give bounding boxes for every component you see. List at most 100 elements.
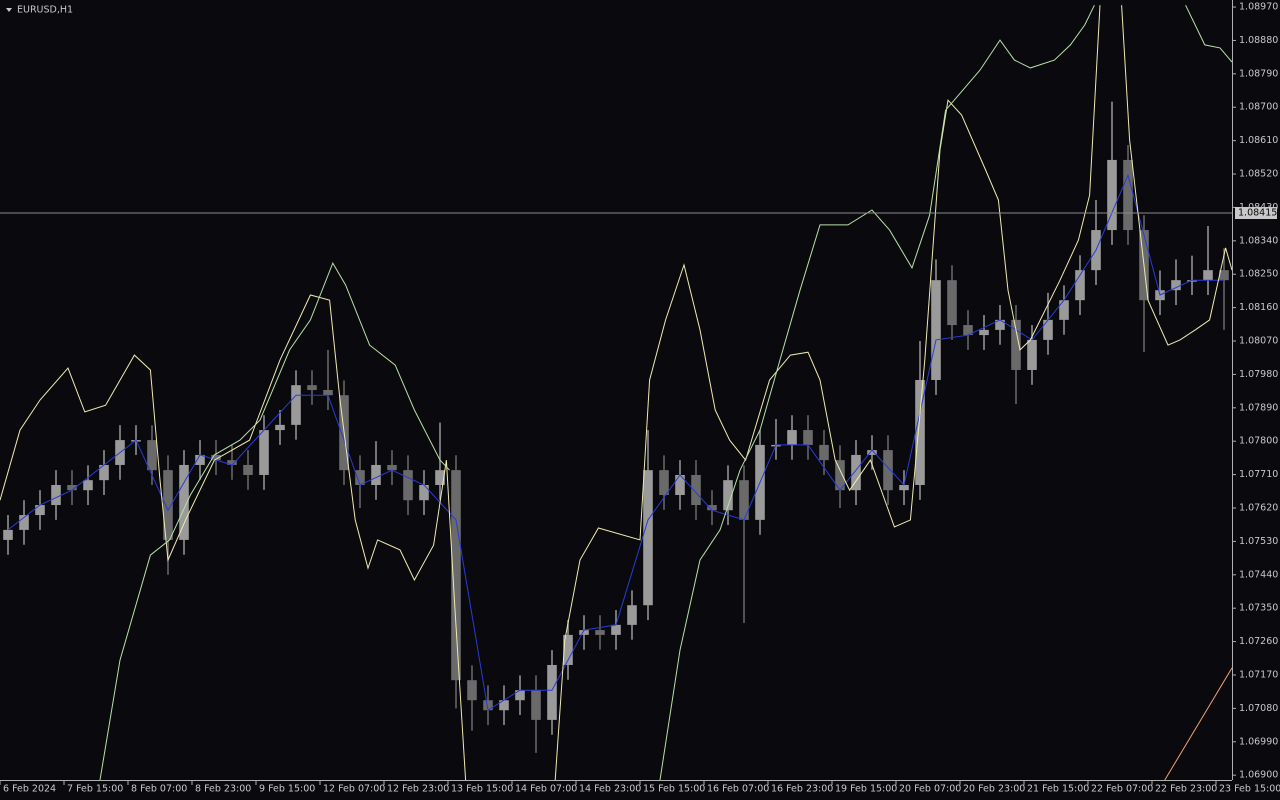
indicator-line (99, 4, 1232, 780)
x-tick-label: 9 Feb 15:00 (259, 784, 315, 795)
indicator-line (7, 173, 1224, 712)
candle-body (531, 690, 541, 720)
candle-body (1059, 300, 1069, 320)
indicator-line (0, 5, 1232, 780)
y-tick-label: 1.07980 (1239, 369, 1278, 380)
candle-body (451, 470, 461, 681)
candle-body (979, 329, 989, 336)
candle-body (963, 325, 973, 336)
symbol-menu-arrow[interactable] (6, 8, 12, 12)
candle-body (355, 470, 365, 485)
x-tick-label: 22 Feb 07:00 (1091, 784, 1153, 795)
candle-body (1203, 270, 1213, 281)
candle-body (259, 430, 269, 475)
candle-body (563, 634, 573, 665)
candle-body (403, 470, 413, 501)
candle-body (147, 440, 157, 471)
y-tick-label: 1.08520 (1239, 169, 1278, 180)
candle-body (627, 605, 637, 625)
candle-body (435, 470, 445, 485)
candle-body (1027, 339, 1037, 370)
y-tick-label: 1.07170 (1239, 669, 1278, 680)
candle-body (675, 474, 685, 496)
x-tick-label: 20 Feb 23:00 (963, 784, 1025, 795)
candle-body (659, 470, 669, 496)
candle-body (803, 430, 813, 445)
y-tick-label: 1.08610 (1239, 135, 1278, 146)
candle-body (739, 480, 749, 520)
candle-body (787, 430, 797, 445)
candle-body (387, 464, 397, 471)
candle-body (547, 664, 557, 720)
candle-body (35, 505, 45, 516)
candle-body (243, 464, 253, 475)
candle-body (419, 484, 429, 501)
candle-body (371, 464, 381, 485)
y-tick-label: 1.08790 (1239, 68, 1278, 79)
current-price-label: 1.08415 (1238, 207, 1277, 218)
y-tick-label: 1.08160 (1239, 302, 1278, 313)
x-tick-label: 13 Feb 15:00 (451, 784, 513, 795)
candle-body (51, 484, 61, 506)
candle-body (723, 480, 733, 511)
y-tick-label: 1.06900 (1239, 770, 1278, 781)
candle-body (99, 464, 109, 481)
candle-body (867, 450, 877, 455)
y-tick-label: 1.08070 (1239, 336, 1278, 347)
candle-body (1187, 280, 1197, 282)
candle-body (1011, 319, 1021, 370)
y-tick-label: 1.07260 (1239, 636, 1278, 647)
candle-body (1075, 270, 1085, 301)
y-tick-label: 1.07800 (1239, 436, 1278, 447)
y-tick-label: 1.07620 (1239, 503, 1278, 514)
candle-body (227, 460, 237, 465)
candle-body (483, 700, 493, 711)
y-tick-label: 1.07710 (1239, 469, 1278, 480)
candle-body (643, 470, 653, 606)
candle-body (307, 385, 317, 390)
y-tick-label: 1.08880 (1239, 35, 1278, 46)
candle-body (499, 700, 509, 711)
candle-body (611, 624, 621, 635)
x-tick-label: 16 Feb 07:00 (707, 784, 769, 795)
candle-body (915, 379, 925, 485)
candle-body (515, 690, 525, 701)
candle-body (3, 529, 13, 540)
y-tick-label: 1.08250 (1239, 269, 1278, 280)
x-tick-label: 22 Feb 23:00 (1155, 784, 1217, 795)
y-tick-label: 1.08700 (1239, 102, 1278, 113)
candle-body (211, 454, 221, 461)
indicator-line (1164, 667, 1232, 780)
candle-body (1171, 280, 1181, 291)
y-tick-label: 1.08970 (1239, 2, 1278, 13)
candle-body (579, 630, 589, 635)
x-tick-label: 7 Feb 15:00 (67, 784, 123, 795)
x-tick-label: 21 Feb 15:00 (1027, 784, 1089, 795)
candle-body (163, 470, 173, 540)
candle-body (691, 474, 701, 506)
candle-body (819, 444, 829, 461)
candle-body (835, 460, 845, 491)
candle-body (947, 280, 957, 326)
y-tick-label: 1.07530 (1239, 536, 1278, 547)
candle-body (931, 280, 941, 380)
y-tick-label: 1.07350 (1239, 603, 1278, 614)
candle-body (1107, 159, 1117, 231)
x-tick-label: 14 Feb 23:00 (579, 784, 641, 795)
x-tick-label: 20 Feb 07:00 (899, 784, 961, 795)
x-tick-label: 6 Feb 2024 (3, 784, 56, 795)
candle-body (179, 464, 189, 540)
candle-body (291, 385, 301, 425)
candle-body (995, 319, 1005, 330)
candle-body (707, 505, 717, 511)
plot-area (0, 4, 1232, 780)
candle-body (195, 454, 205, 465)
symbol-label: EURUSD,H1 (17, 5, 73, 16)
candle-body (1123, 159, 1133, 231)
x-tick-label: 16 Feb 23:00 (771, 784, 833, 795)
candle-body (1219, 270, 1229, 281)
x-tick-label: 15 Feb 15:00 (643, 784, 705, 795)
